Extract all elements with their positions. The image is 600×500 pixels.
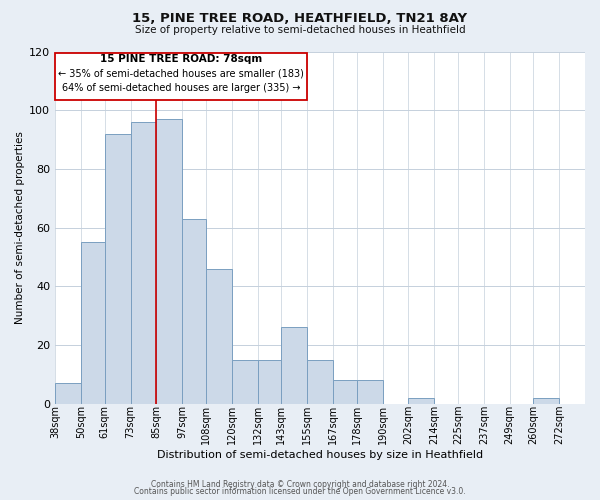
Text: Contains public sector information licensed under the Open Government Licence v3: Contains public sector information licen… <box>134 488 466 496</box>
Bar <box>307 360 333 404</box>
Bar <box>55 383 81 404</box>
Bar <box>206 268 232 404</box>
Bar <box>281 328 307 404</box>
Bar <box>257 360 281 404</box>
Text: ← 35% of semi-detached houses are smaller (183): ← 35% of semi-detached houses are smalle… <box>58 68 304 78</box>
Text: 15, PINE TREE ROAD, HEATHFIELD, TN21 8AY: 15, PINE TREE ROAD, HEATHFIELD, TN21 8AY <box>133 12 467 26</box>
X-axis label: Distribution of semi-detached houses by size in Heathfield: Distribution of semi-detached houses by … <box>157 450 483 460</box>
Text: Contains HM Land Registry data © Crown copyright and database right 2024.: Contains HM Land Registry data © Crown c… <box>151 480 449 489</box>
Bar <box>81 242 104 404</box>
Text: Size of property relative to semi-detached houses in Heathfield: Size of property relative to semi-detach… <box>134 25 466 35</box>
Bar <box>232 360 257 404</box>
Bar <box>409 398 434 404</box>
Bar <box>55 53 307 100</box>
Bar <box>104 134 131 404</box>
Bar <box>182 218 206 404</box>
Bar <box>356 380 383 404</box>
Bar <box>157 119 182 404</box>
Text: 64% of semi-detached houses are larger (335) →: 64% of semi-detached houses are larger (… <box>62 83 301 93</box>
Bar <box>533 398 559 404</box>
Bar <box>333 380 356 404</box>
Bar <box>131 122 157 404</box>
Text: 15 PINE TREE ROAD: 78sqm: 15 PINE TREE ROAD: 78sqm <box>100 54 262 64</box>
Y-axis label: Number of semi-detached properties: Number of semi-detached properties <box>15 131 25 324</box>
